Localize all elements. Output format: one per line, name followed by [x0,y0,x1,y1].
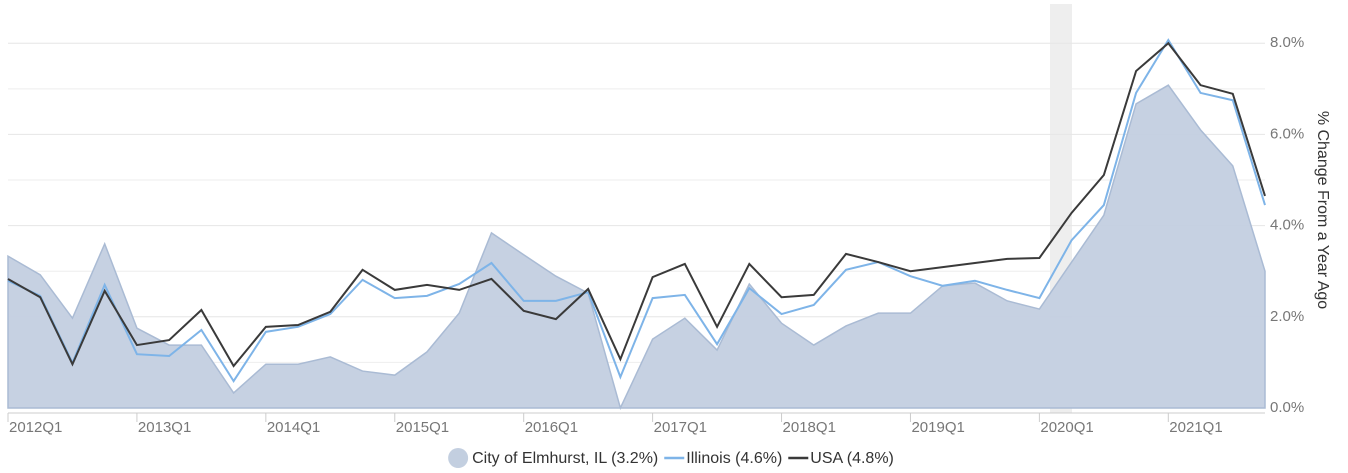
line [7,38,1266,383]
y-tick-label: 8.0% [1270,34,1304,51]
legend-swatch [448,448,469,468]
legend: City of Elmhurst, IL (3.2%) Illinois (4.6… [448,448,894,468]
x-tick-label: 2014Q1 [267,419,320,436]
y-axis-label: % Change From a Year Ago [1314,111,1331,309]
x-tick-label: 2013Q1 [138,419,191,436]
x-tick-label: 2021Q1 [1169,419,1222,436]
x-tick-label: 2018Q1 [783,419,836,436]
y-tick-label: 0.0% [1270,399,1304,416]
legend-label: USA (4.8%) [810,450,894,467]
x-tick-label: 2016Q1 [525,419,578,436]
legend-label: Illinois (4.6%) [686,450,782,467]
legend-label: City of Elmhurst, IL (3.2%) [472,450,658,467]
line [7,41,1266,368]
area [7,84,1266,411]
y-tick-label: 6.0% [1270,125,1304,142]
x-tick-label: 2020Q1 [1040,419,1093,436]
x-tick-label: 2015Q1 [396,419,449,436]
x-tick-label: 2017Q1 [654,419,707,436]
x-tick-label: 2019Q1 [911,419,964,436]
y-tick-label: 4.0% [1270,217,1304,234]
x-tick-label: 2012Q1 [9,419,62,436]
y-tick-label: 2.0% [1270,308,1304,325]
